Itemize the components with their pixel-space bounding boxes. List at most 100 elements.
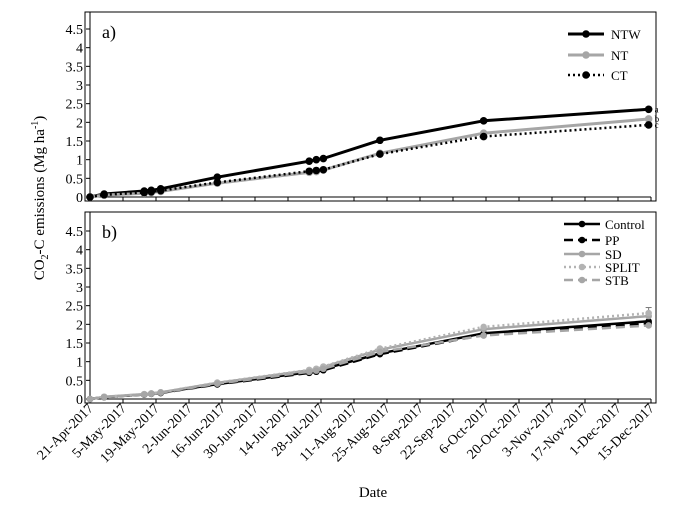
legend-label: SD	[605, 247, 622, 262]
y-tick-label: 0	[76, 393, 83, 408]
significance-letter: c	[655, 120, 659, 130]
y-tick-label: 0.5	[66, 172, 84, 187]
legend-label: SPLIT	[605, 260, 640, 275]
y-axis-title-middle: -C emissions (Mg ha	[32, 129, 48, 255]
series-stb	[86, 322, 652, 403]
y-axis-title-suffix: )	[32, 116, 48, 121]
plot-frame	[84, 11, 657, 202]
legend-item-ntw: NTW	[568, 27, 641, 42]
legend-item-control: Control	[564, 217, 645, 232]
legend-item-sd: SD	[564, 247, 622, 262]
data-point	[305, 157, 314, 165]
data-point	[645, 309, 652, 317]
data-point	[140, 188, 149, 197]
data-point	[376, 348, 384, 356]
legend-marker	[578, 220, 586, 228]
data-point	[376, 150, 384, 158]
legend-item-ct: CT	[568, 68, 628, 83]
legend-marker	[582, 51, 590, 59]
data-point	[319, 154, 328, 163]
series-line-ntw	[89, 107, 649, 199]
panel-b: 00.511.522.533.544.521-Apr-20175-May-201…	[35, 211, 658, 466]
data-point	[140, 391, 148, 398]
data-point	[312, 166, 321, 175]
y-tick-label: 1	[76, 154, 83, 169]
legend-label: NT	[611, 48, 628, 63]
series-ct	[86, 121, 653, 201]
data-point	[86, 395, 94, 403]
legend-item-stb: STB	[564, 273, 629, 288]
data-point	[213, 380, 221, 387]
data-point	[147, 390, 155, 398]
data-point	[213, 178, 222, 187]
legend-label: CT	[611, 68, 628, 83]
data-point	[312, 367, 320, 374]
data-point	[157, 389, 165, 396]
y-tick-label: 3	[76, 79, 83, 94]
data-point	[480, 332, 487, 339]
series-line-control	[89, 320, 649, 401]
legend-marker	[578, 276, 586, 284]
y-tick-label: 4.5	[66, 225, 84, 240]
data-point	[100, 190, 108, 199]
data-point	[305, 368, 313, 376]
data-point	[100, 393, 108, 401]
panel-label: b)	[102, 222, 117, 243]
data-point	[86, 193, 94, 201]
data-point	[319, 165, 328, 174]
y-axis-title-sup: -1	[30, 121, 41, 129]
legend-marker	[582, 71, 590, 79]
y-tick-label: 3	[76, 281, 83, 296]
data-point	[645, 322, 652, 329]
y-tick-label: 2	[76, 116, 83, 131]
data-point	[320, 365, 327, 373]
data-point	[376, 136, 384, 145]
y-tick-label: 3.5	[66, 60, 84, 75]
data-point	[156, 186, 165, 195]
y-tick-label: 0	[76, 191, 83, 206]
legend-label: Control	[605, 217, 645, 232]
series-line-pp	[89, 322, 649, 401]
data-point	[312, 155, 321, 164]
series-line-ct	[89, 123, 649, 199]
plot-frame	[84, 211, 657, 404]
legend-marker	[578, 236, 586, 244]
y-tick-label: 2	[76, 318, 83, 333]
y-axis-title-sub: 2	[40, 254, 51, 259]
series-ntw	[86, 105, 653, 201]
x-axis-title: Date	[359, 485, 388, 501]
y-tick-label: 4.5	[66, 23, 84, 38]
y-tick-label: 1.5	[66, 337, 84, 352]
significance-letter: b	[655, 114, 660, 124]
data-point	[305, 167, 314, 176]
y-tick-label: 3.5	[66, 262, 84, 277]
y-tick-label: 1	[76, 356, 83, 371]
legend-label: PP	[605, 233, 619, 248]
legend-item-pp: PP	[564, 233, 619, 248]
panel-a: 0 0.5 1 1.5 2 2.5 3 3.5 4 4.5 a) a NTW b NT c CT	[66, 11, 660, 206]
legend-marker	[578, 263, 586, 271]
y-tick-label: 2.5	[66, 300, 84, 315]
data-point	[644, 121, 653, 129]
y-tick-label: 4	[76, 42, 83, 57]
legend-marker	[582, 30, 590, 38]
y-tick-label: 2.5	[66, 98, 84, 113]
panel-label: a)	[102, 22, 116, 43]
legend-item-nt: NT	[568, 48, 628, 63]
y-axis-title-prefix: CO	[32, 259, 48, 280]
data-point	[644, 115, 653, 123]
y-tick-label: 0.5	[66, 374, 84, 389]
data-point	[147, 187, 156, 196]
data-point	[479, 117, 488, 125]
data-point	[479, 132, 488, 141]
series-line-stb	[89, 324, 649, 401]
y-axis-title: CO2-C emissions (Mg ha-1)	[30, 116, 51, 281]
y-tick-label: 1.5	[66, 135, 84, 150]
data-point	[480, 323, 487, 331]
y-tick-label: 4	[76, 244, 83, 259]
legend-label: STB	[605, 273, 629, 288]
data-point	[644, 105, 653, 114]
legend-item-split: SPLIT	[564, 260, 640, 275]
data-point	[213, 173, 222, 182]
